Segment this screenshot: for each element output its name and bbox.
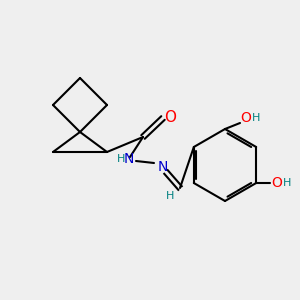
Text: O: O	[241, 111, 251, 125]
Text: O: O	[164, 110, 176, 124]
Text: H: H	[117, 154, 125, 164]
Text: N: N	[158, 160, 168, 174]
Text: N: N	[124, 152, 134, 166]
Text: H: H	[252, 113, 260, 123]
Text: H: H	[283, 178, 291, 188]
Text: H: H	[166, 191, 174, 201]
Text: O: O	[272, 176, 283, 190]
